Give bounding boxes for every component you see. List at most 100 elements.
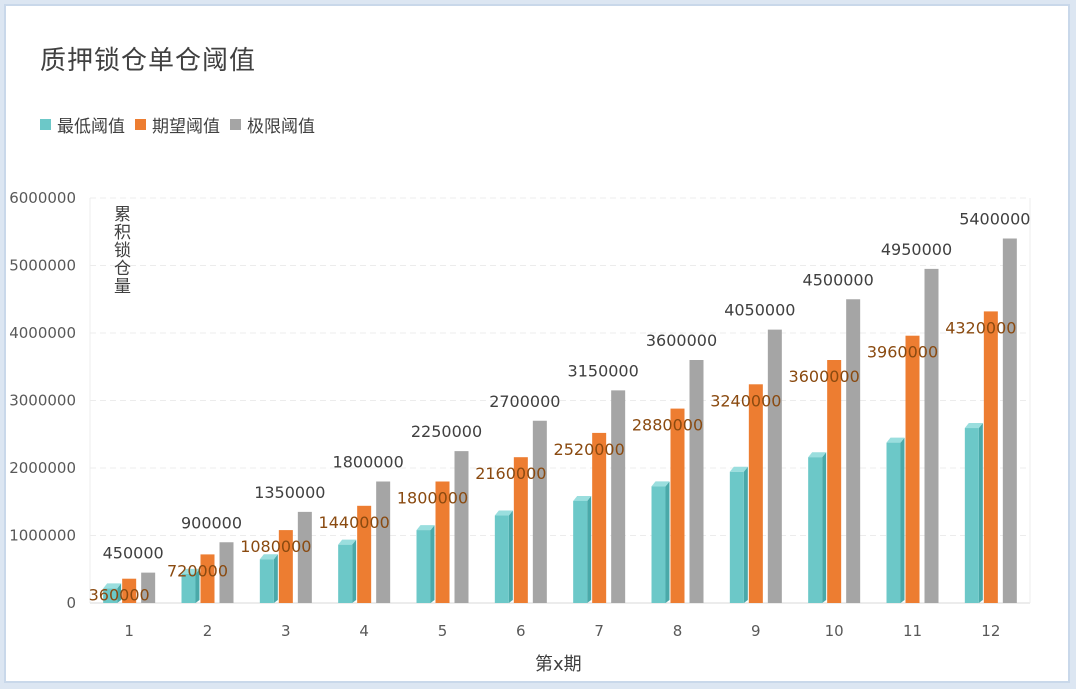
bar-side-min: [978, 423, 983, 603]
data-label-expected: 3960000: [867, 343, 938, 362]
bar-expected: [748, 384, 763, 603]
bar-limit: [141, 572, 156, 603]
x-tick-label: 5: [438, 622, 448, 640]
bar-limit: [454, 451, 469, 603]
y-tick-label: 1000000: [9, 527, 76, 545]
data-label-limit: 4950000: [881, 240, 952, 259]
x-axis-label: 第x期: [535, 654, 582, 675]
legend-item-min: 最低阈值: [40, 112, 125, 137]
bar-side-min: [587, 495, 592, 603]
data-label-limit: 5400000: [959, 210, 1030, 229]
data-label-expected: 360000: [89, 586, 150, 605]
data-label-limit: 2700000: [489, 392, 560, 411]
bar-side-min: [352, 539, 357, 603]
bar-side-min: [273, 554, 278, 603]
bar-min: [729, 471, 744, 603]
x-tick-label: 8: [673, 622, 683, 640]
legend: 最低阈值 期望阈值 极限阈值: [40, 112, 315, 137]
data-label-expected: 3240000: [710, 391, 781, 410]
data-label-expected: 1440000: [319, 513, 390, 532]
bar-top-min: [808, 452, 827, 458]
bar-top-min: [416, 525, 435, 531]
bar-expected: [435, 481, 450, 603]
bar-top-min: [573, 495, 592, 501]
bar-expected: [200, 554, 215, 603]
x-tick-label: 3: [281, 622, 291, 640]
y-tick-label: 5000000: [9, 257, 76, 275]
bar-min: [964, 428, 979, 603]
data-label-expected: 4320000: [945, 318, 1016, 337]
bar-expected: [122, 578, 137, 603]
bar-limit: [532, 420, 547, 603]
bar-top-min: [103, 583, 122, 589]
bar-limit: [297, 511, 312, 603]
x-tick-label: 12: [981, 622, 1000, 640]
y-tick-label: 2000000: [9, 459, 76, 477]
x-tick-label: 1: [124, 622, 134, 640]
bar-side-min: [665, 481, 670, 603]
bar-limit: [376, 481, 391, 603]
y-tick-label: 4000000: [9, 324, 76, 342]
bar-top-min: [338, 539, 357, 545]
bar-expected: [905, 335, 920, 603]
bar-top-min: [886, 437, 905, 443]
bar-min: [338, 544, 353, 603]
x-tick-label: 11: [903, 622, 922, 640]
bar-limit: [1002, 238, 1017, 603]
bar-top-min: [651, 481, 670, 487]
bar-top-min: [181, 568, 200, 574]
legend-label-limit: 极限阈值: [247, 117, 315, 137]
data-label-limit: 2250000: [411, 422, 482, 441]
data-label-expected: 1800000: [397, 489, 468, 508]
data-label-expected: 1080000: [240, 537, 311, 556]
bar-expected: [983, 311, 998, 603]
data-label-expected: 720000: [167, 561, 228, 580]
bar-expected: [827, 360, 842, 603]
x-tick-label: 9: [751, 622, 761, 640]
bar-min: [103, 588, 118, 603]
legend-item-expected: 期望阈值: [135, 112, 220, 137]
bar-min: [494, 515, 509, 603]
y-tick-label: 6000000: [9, 189, 76, 207]
bar-top-min: [259, 554, 278, 560]
legend-item-limit: 极限阈值: [230, 112, 315, 137]
bar-limit: [611, 390, 626, 603]
x-tick-label: 4: [359, 622, 369, 640]
bar-min: [181, 573, 196, 603]
data-label-limit: 900000: [181, 513, 242, 532]
data-label-limit: 1350000: [254, 483, 325, 502]
data-label-limit: 1800000: [333, 453, 404, 472]
data-label-expected: 2880000: [632, 416, 703, 435]
bar-expected: [513, 457, 528, 603]
chart-title: 质押锁仓单仓阈值: [40, 46, 257, 76]
legend-label-min: 最低阈值: [57, 117, 125, 137]
bar-expected: [278, 530, 293, 603]
legend-swatch-limit: [230, 119, 241, 130]
bar-side-min: [900, 437, 905, 603]
bar-side-min: [430, 525, 435, 603]
bar-limit: [219, 542, 234, 603]
bar-top-min: [729, 466, 748, 472]
y-tick-label: 0: [66, 594, 76, 612]
y-axis-label: 累积锁仓量: [110, 205, 130, 295]
bar-expected: [592, 432, 607, 603]
x-tick-label: 6: [516, 622, 526, 640]
legend-label-expected: 期望阈值: [152, 117, 220, 137]
bar-expected: [670, 408, 685, 603]
bar-top-min: [494, 510, 513, 516]
y-tick-label: 3000000: [9, 392, 76, 410]
bar-min: [416, 530, 431, 603]
bar-side-min: [508, 510, 513, 603]
bar-limit: [689, 360, 704, 603]
data-label-expected: 2520000: [554, 440, 625, 459]
bar-side-min: [822, 452, 827, 603]
bar-limit: [924, 268, 939, 603]
legend-swatch-min: [40, 119, 51, 130]
data-label-limit: 4500000: [803, 270, 874, 289]
data-label-limit: 3150000: [568, 361, 639, 380]
bar-side-min: [743, 466, 748, 603]
bar-min: [886, 442, 901, 603]
bar-min: [259, 559, 274, 603]
bar-min: [573, 500, 588, 603]
